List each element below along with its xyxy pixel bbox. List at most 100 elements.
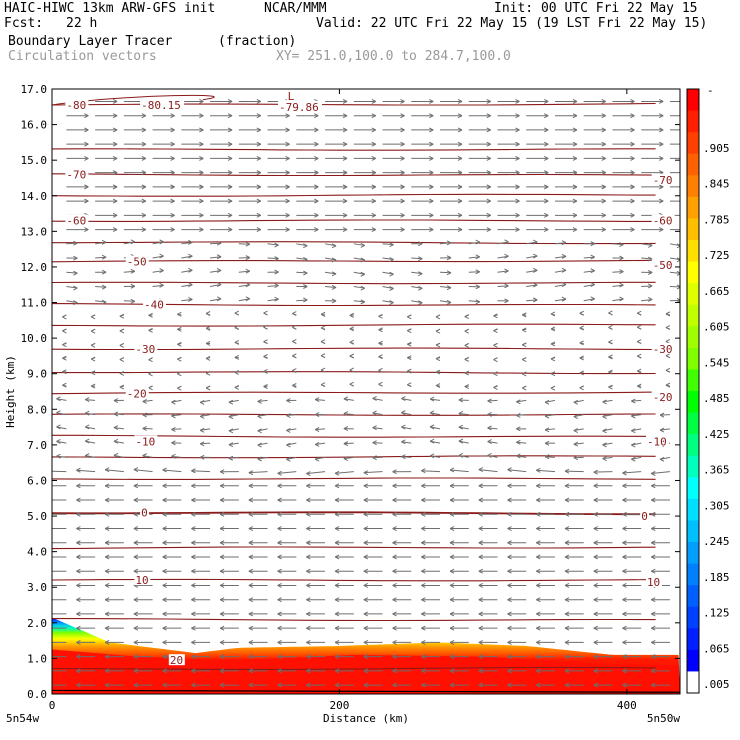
vector-head — [561, 240, 567, 246]
vector-head — [421, 583, 426, 588]
circulation-vector — [612, 282, 624, 288]
circulation-vector — [435, 328, 441, 334]
circulation-vector — [142, 412, 153, 418]
vector-shaft — [191, 470, 211, 473]
circulation-vector — [334, 597, 354, 603]
vector-head — [421, 511, 426, 517]
vector-shaft — [583, 270, 595, 273]
vector-head — [285, 141, 290, 147]
vector-head — [449, 668, 455, 674]
circulation-vector — [478, 625, 498, 631]
vector-head — [84, 453, 90, 458]
circulation-vector — [522, 385, 527, 391]
vector-head — [457, 170, 463, 176]
vector-shaft — [152, 270, 164, 273]
vector-head — [343, 426, 349, 432]
colorbar-segment — [687, 628, 699, 651]
circulation-vector — [363, 540, 383, 546]
circulation-vector — [306, 540, 326, 546]
circulation-vector — [478, 668, 498, 674]
circulation-vector — [162, 583, 182, 588]
vector-shaft — [95, 241, 107, 245]
circulation-vector — [382, 184, 405, 190]
vector-shaft — [267, 285, 279, 288]
vector-head — [170, 198, 175, 204]
vector-head — [306, 639, 311, 645]
circulation-vector — [554, 99, 578, 104]
vector-head — [334, 682, 340, 688]
circulation-vector — [478, 467, 498, 473]
vector-head — [407, 341, 412, 347]
circulation-vector — [95, 184, 118, 190]
circulation-vector — [669, 200, 680, 202]
vector-head — [544, 427, 550, 433]
circulation-vector — [608, 324, 613, 330]
vector-head — [104, 467, 110, 473]
vector-head — [84, 155, 89, 161]
vector-head — [550, 311, 556, 317]
isotherm-label: -50 — [125, 255, 149, 269]
vector-head — [104, 554, 110, 560]
circulation-vector — [238, 170, 262, 176]
circulation-vector — [52, 584, 67, 586]
circulation-vector — [95, 254, 107, 260]
vector-head — [306, 554, 311, 560]
vector-head — [429, 127, 434, 133]
circulation-vector — [325, 155, 348, 161]
vector-shaft — [181, 269, 193, 273]
vector-head — [564, 483, 570, 489]
vector-head — [286, 398, 291, 403]
vector-head — [371, 184, 377, 190]
vector-head — [256, 184, 262, 190]
vector-head — [630, 184, 635, 190]
vector-head — [622, 497, 627, 503]
circulation-vector — [90, 383, 96, 389]
circulation-vector — [334, 554, 354, 560]
circulation-vector — [497, 141, 520, 147]
circulation-vector — [372, 410, 383, 416]
vector-head — [487, 439, 492, 444]
vector-head — [112, 198, 118, 204]
circulation-vector — [449, 497, 469, 503]
circulation-vector — [382, 198, 405, 204]
vector-head — [573, 428, 579, 433]
vector-head — [449, 526, 455, 531]
vector-head — [331, 257, 337, 263]
circulation-vector — [238, 227, 262, 233]
circulation-vector — [554, 127, 578, 133]
circulation-vector — [219, 682, 239, 688]
vector-head — [363, 654, 369, 660]
circulation-vector — [449, 611, 469, 617]
circulation-vector — [191, 540, 211, 546]
vector-shaft — [526, 284, 538, 288]
circulation-vector — [314, 397, 326, 403]
circulation-vector — [497, 268, 509, 274]
circulation-vector — [267, 212, 290, 218]
vector-head — [421, 554, 426, 560]
circulation-vector — [526, 99, 549, 104]
vector-head — [73, 270, 78, 276]
vector-head — [219, 540, 225, 546]
vector-head — [248, 568, 254, 574]
vector-shaft — [210, 256, 222, 259]
circulation-vector — [277, 511, 297, 517]
vector-head — [608, 384, 613, 390]
vector-head — [392, 511, 397, 517]
circulation-vector — [392, 483, 412, 489]
vector-head — [507, 568, 512, 574]
vector-head — [435, 356, 441, 362]
circulation-vector — [353, 127, 377, 133]
vector-head — [564, 540, 570, 546]
vector-head — [248, 682, 254, 688]
vector-head — [257, 428, 262, 434]
vector-head — [516, 412, 521, 418]
circulation-vector — [191, 682, 211, 688]
vector-shaft — [554, 242, 567, 245]
circulation-vector — [219, 511, 239, 517]
vector-head — [48, 669, 52, 673]
circulation-vector — [210, 155, 233, 161]
vector-head — [320, 382, 326, 388]
circulation-vector — [516, 453, 527, 459]
circulation-vector — [440, 212, 463, 218]
circulation-vector — [267, 269, 279, 275]
